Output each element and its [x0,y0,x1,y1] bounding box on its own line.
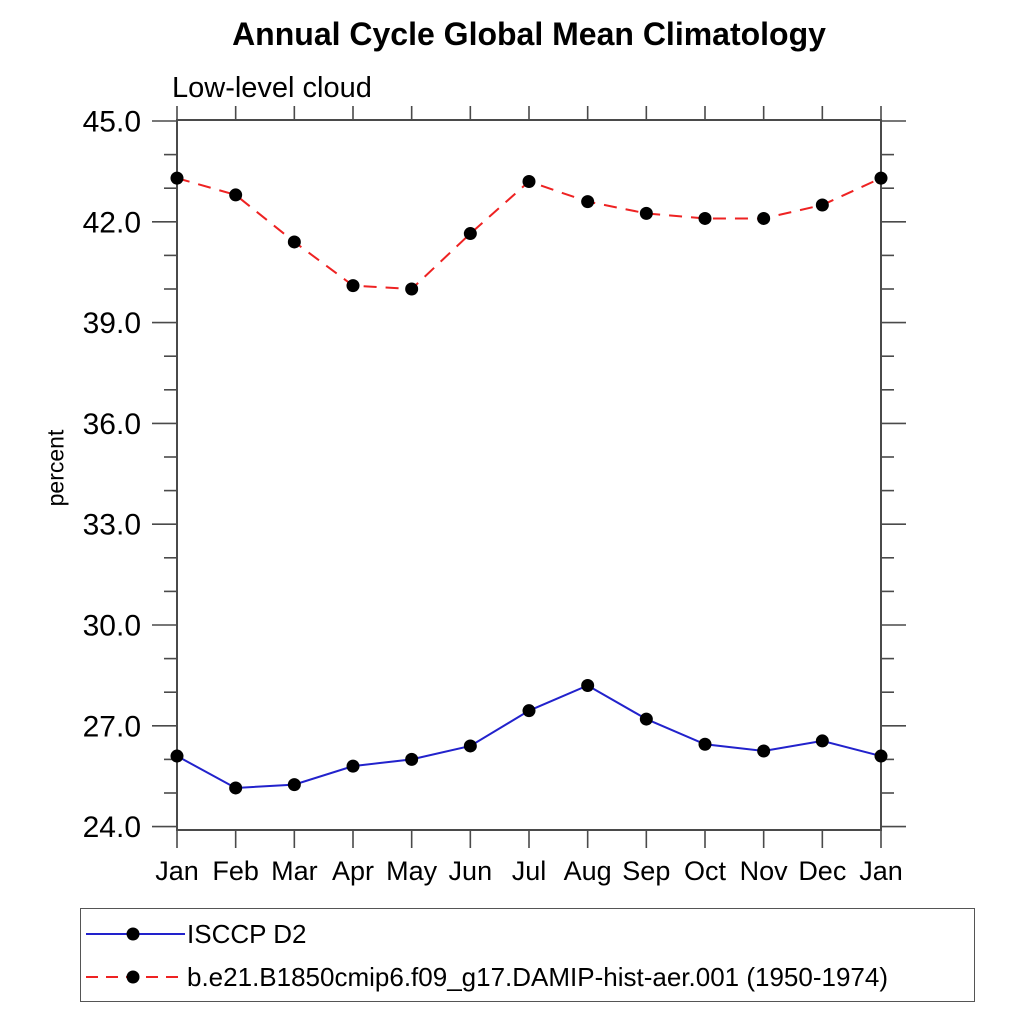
y-tick-label: 24.0 [83,811,141,844]
x-tick-label: Feb [212,856,259,886]
data-point-marker [229,188,243,202]
data-point-marker [463,739,477,753]
data-point-marker [639,206,653,220]
x-tick-label: May [386,856,438,886]
data-point-marker [170,171,184,185]
x-tick-label: Sep [622,856,670,886]
data-point-marker [170,749,184,763]
legend-line-sample [86,970,185,983]
data-point-marker [405,752,419,766]
legend-label: ISCCP D2 [187,918,307,949]
x-tick-label: Dec [798,856,846,886]
legend-item: ISCCP D2 [81,913,974,954]
data-point-marker [346,279,360,293]
data-point-marker [874,749,888,763]
y-tick-label: 39.0 [83,307,141,340]
data-point-marker [463,227,477,241]
data-point-marker [229,781,243,795]
y-tick-label: 42.0 [83,206,141,239]
x-tick-label: Oct [684,856,727,886]
data-point-marker [581,195,595,209]
data-point-marker [581,678,595,692]
legend-line-sample [86,927,185,940]
x-tick-label: Aug [564,856,612,886]
legend-box: ISCCP D2 b.e21.B1850cmip6.f09_g17.DAMIP-h… [80,908,975,1002]
chart-title: Annual Cycle Global Mean Climatology [232,16,826,52]
data-point-marker [346,759,360,773]
y-tick-label: 36.0 [83,408,141,441]
data-point-marker [522,174,536,188]
legend-item: b.e21.B1850cmip6.f09_g17.DAMIP-hist-aer.… [81,956,974,997]
data-point-marker [815,198,829,212]
x-tick-label: Jun [449,856,493,886]
x-tick-label: Apr [332,856,374,886]
x-tick-label: Nov [740,856,789,886]
series-line-dashed [176,177,882,291]
series-line-solid [176,684,882,789]
data-point-marker [757,744,771,758]
x-tick-label: Jan [155,856,199,886]
y-tick-label: 33.0 [83,509,141,542]
chart-subtitle: Low-level cloud [172,72,372,104]
data-point-marker [815,734,829,748]
legend-marker-icon [126,927,140,940]
data-point-marker [405,282,419,296]
data-point-marker [874,171,888,185]
legend-label: b.e21.B1850cmip6.f09_g17.DAMIP-hist-aer.… [187,961,888,992]
data-point-marker [639,712,653,726]
x-tick-label: Jul [512,856,547,886]
legend-marker-icon [126,970,140,983]
y-tick-label: 27.0 [83,710,141,743]
x-tick-label: Jan [859,856,903,886]
y-tick-label: 45.0 [83,106,141,139]
plot-frame [176,119,882,831]
data-point-marker [698,211,712,225]
data-point-marker [287,778,301,792]
data-point-marker [698,737,712,751]
data-point-marker [287,235,301,249]
data-point-marker [522,704,536,718]
data-point-marker [757,211,771,225]
y-tick-label: 30.0 [83,610,141,643]
x-tick-label: Mar [271,856,318,886]
